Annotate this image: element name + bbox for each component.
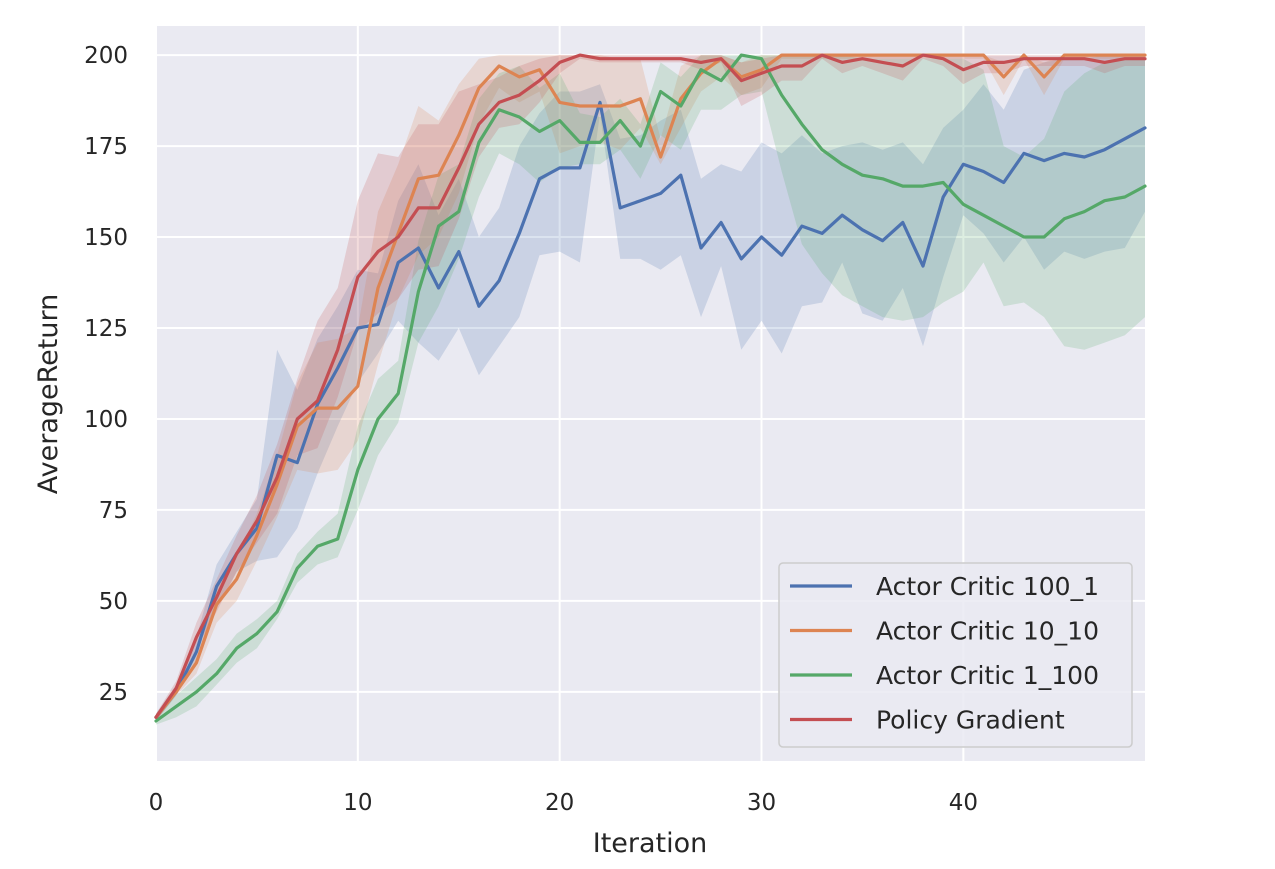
y-tick-label: 175 [84,134,128,160]
x-tick-label: 0 [149,790,164,816]
y-tick-label: 25 [99,680,128,706]
x-tick-label: 30 [747,790,776,816]
legend-label: Actor Critic 1_100 [876,661,1099,690]
series-line-actor-critic-100-1 [154,100,1147,719]
legend-label: Actor Critic 10_10 [876,617,1099,646]
x-tick-label: 10 [343,790,372,816]
x-tick-label: 20 [545,790,574,816]
grid-lines [155,26,1145,761]
legend: Actor Critic 100_1 Actor Critic 10_10 Acto… [778,562,1133,748]
x-tick-labels: 0 10 20 30 40 [149,790,978,816]
y-axis-title: AverageReturn [33,294,64,494]
y-tick-label: 125 [84,316,128,342]
x-tick-label: 40 [949,790,978,816]
series-lines [154,53,1147,723]
y-tick-label: 100 [84,407,128,433]
y-tick-labels: 25 50 75 100 125 150 175 200 [84,43,128,706]
legend-label: Actor Critic 100_1 [876,572,1099,601]
legend-label: Policy Gradient [876,706,1065,735]
y-tick-label: 75 [99,498,128,524]
y-tick-label: 50 [99,589,128,615]
series-line-actor-critic-10-10 [154,53,1147,719]
x-axis-title: Iteration [593,828,708,859]
series-line-policy-gradient [154,53,1147,719]
legend-box [778,562,1133,748]
y-tick-label: 150 [84,225,128,251]
y-tick-label: 200 [84,43,128,69]
series-line-actor-critic-1-100 [154,53,1147,723]
band-actor-critic-1-100 [156,55,1145,725]
